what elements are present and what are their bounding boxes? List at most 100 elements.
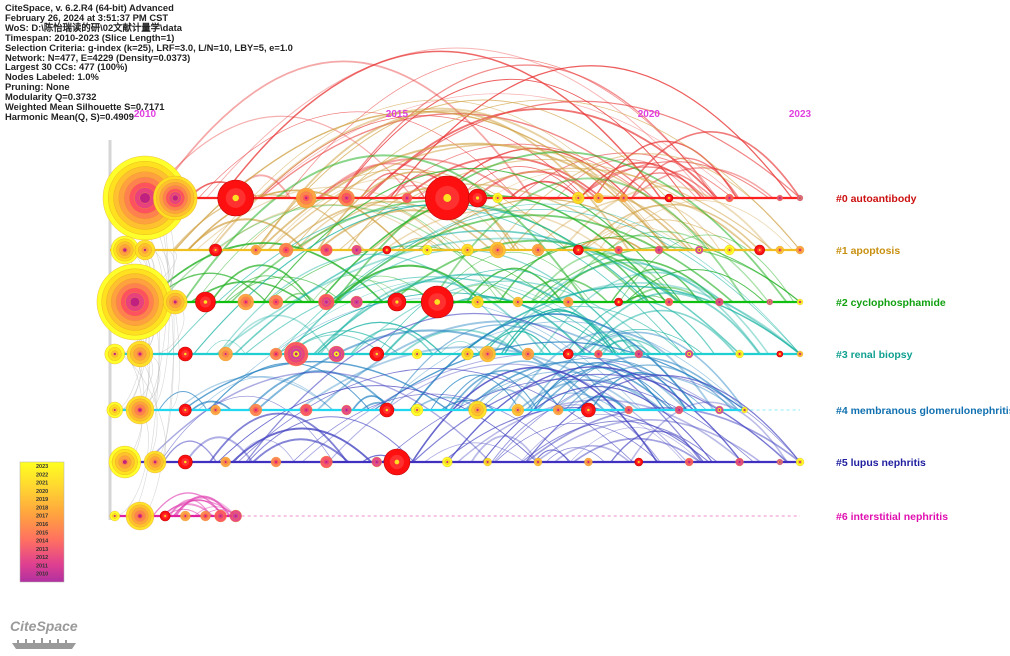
reference-node xyxy=(461,243,474,257)
citation-arc xyxy=(209,412,348,463)
citation-arc xyxy=(147,115,414,199)
citation-arc xyxy=(579,162,703,199)
reference-node xyxy=(269,347,283,361)
node-core xyxy=(728,249,731,251)
citation-arc xyxy=(503,310,617,355)
node-core xyxy=(355,249,358,251)
citation-arc xyxy=(198,376,333,411)
logo-icon xyxy=(12,638,76,649)
cluster-label: #6 interstitial nephritis xyxy=(836,511,948,523)
citation-arc xyxy=(296,204,450,251)
node-core xyxy=(577,197,580,199)
logo-text: CiteSpace xyxy=(10,618,78,634)
node-core xyxy=(138,408,142,412)
node-core xyxy=(385,408,389,412)
reference-node xyxy=(614,245,623,255)
node-core xyxy=(637,353,640,355)
reference-node xyxy=(283,341,309,367)
reference-node xyxy=(552,404,564,416)
citation-arc xyxy=(267,144,715,251)
citation-arc xyxy=(205,339,246,355)
citation-arc xyxy=(476,282,801,355)
node-core xyxy=(394,459,400,465)
reference-node xyxy=(766,298,773,306)
node-core xyxy=(778,461,781,463)
node-core xyxy=(395,300,399,304)
node-core xyxy=(446,461,449,463)
citation-arc xyxy=(432,171,707,251)
node-core xyxy=(139,192,151,204)
reference-node xyxy=(614,297,623,307)
node-core xyxy=(173,300,177,304)
node-core xyxy=(294,352,298,356)
node-core xyxy=(496,249,499,251)
reference-node xyxy=(217,179,254,217)
node-core xyxy=(718,409,721,411)
citation-arc xyxy=(245,312,703,463)
legend-year-label: 2020 xyxy=(36,489,48,495)
reference-node xyxy=(320,243,333,257)
citation-arc xyxy=(424,442,525,463)
citation-arc xyxy=(252,438,349,463)
citation-arc xyxy=(216,204,440,251)
node-core xyxy=(799,461,801,463)
citation-arc xyxy=(258,142,691,251)
reference-node xyxy=(178,454,193,470)
node-core xyxy=(130,297,140,307)
node-core xyxy=(466,353,469,355)
reference-node xyxy=(725,193,734,203)
citation-arc xyxy=(386,324,614,411)
reference-node xyxy=(531,243,545,257)
reference-node xyxy=(237,293,254,311)
citation-arc xyxy=(210,107,669,251)
citation-arc xyxy=(327,363,688,463)
node-core xyxy=(778,197,781,199)
citation-arc xyxy=(631,167,774,199)
reference-node xyxy=(104,343,125,365)
citation-arc xyxy=(610,268,700,303)
reference-node xyxy=(229,509,242,523)
citation-arc xyxy=(313,273,627,355)
citation-arc xyxy=(625,268,765,303)
citation-arc xyxy=(182,360,449,411)
citation-arc xyxy=(476,305,684,355)
reference-node xyxy=(654,245,664,255)
citation-arc xyxy=(554,444,631,463)
citation-arc xyxy=(154,60,533,199)
citation-arc xyxy=(316,320,688,411)
citation-arc xyxy=(216,237,801,355)
reference-node xyxy=(715,405,724,415)
summary-line: Harmonic Mean(Q, S)=0.4909 xyxy=(5,110,134,122)
reference-node xyxy=(741,406,748,414)
citation-arc xyxy=(545,447,605,463)
reference-node xyxy=(471,295,484,309)
citation-arc xyxy=(495,423,659,463)
citation-arc xyxy=(449,369,562,411)
citation-arc xyxy=(206,47,708,199)
reference-node xyxy=(200,510,211,522)
node-core xyxy=(164,515,167,517)
node-core xyxy=(476,301,479,303)
citation-arc xyxy=(266,245,555,303)
citation-arc xyxy=(292,393,572,463)
citation-arc xyxy=(244,276,620,355)
reference-node xyxy=(796,298,804,306)
reference-node xyxy=(634,349,643,359)
citation-arc xyxy=(174,495,231,517)
citation-arc xyxy=(457,399,744,463)
node-core xyxy=(486,353,489,355)
node-core xyxy=(219,515,222,517)
node-core xyxy=(718,301,721,303)
citation-arc xyxy=(412,373,788,463)
reference-node xyxy=(178,346,193,362)
legend-year-label: 2017 xyxy=(36,514,48,520)
reference-node xyxy=(468,400,487,420)
citation-arc xyxy=(207,99,670,251)
node-core xyxy=(617,249,620,251)
citation-arc xyxy=(381,378,754,463)
year-tick-label: 2010 xyxy=(134,109,157,120)
reference-node xyxy=(410,403,424,417)
reference-node xyxy=(684,349,694,359)
